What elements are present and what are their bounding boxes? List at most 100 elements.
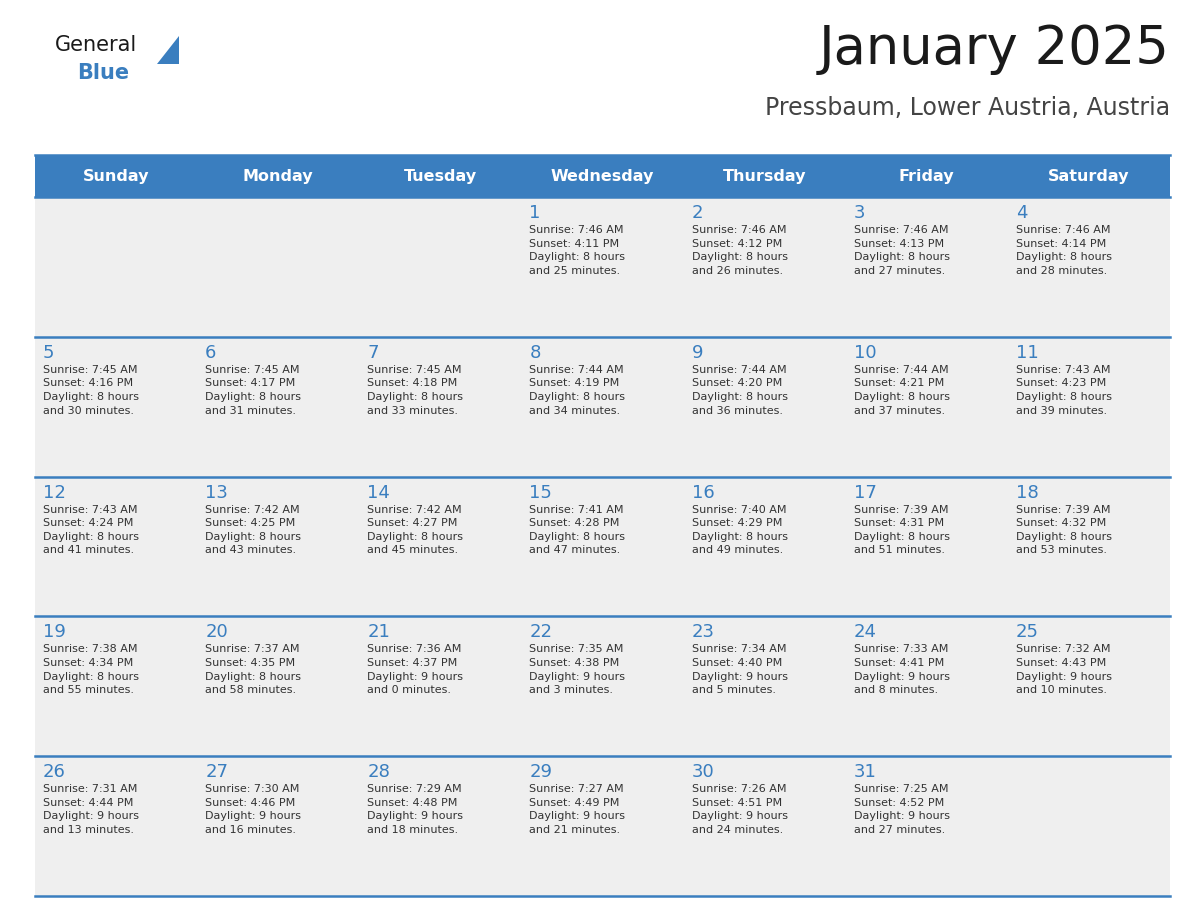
- Text: 23: 23: [691, 623, 714, 642]
- Text: 5: 5: [43, 344, 55, 362]
- Text: Sunrise: 7:46 AM
Sunset: 4:14 PM
Daylight: 8 hours
and 28 minutes.: Sunrise: 7:46 AM Sunset: 4:14 PM Dayligh…: [1016, 225, 1112, 275]
- Text: Sunrise: 7:46 AM
Sunset: 4:11 PM
Daylight: 8 hours
and 25 minutes.: Sunrise: 7:46 AM Sunset: 4:11 PM Dayligh…: [530, 225, 625, 275]
- Text: Saturday: Saturday: [1048, 169, 1130, 184]
- Text: Sunrise: 7:30 AM
Sunset: 4:46 PM
Daylight: 9 hours
and 16 minutes.: Sunrise: 7:30 AM Sunset: 4:46 PM Dayligh…: [206, 784, 301, 835]
- Bar: [846, 756, 1007, 896]
- Text: 27: 27: [206, 763, 228, 781]
- Text: Thursday: Thursday: [722, 169, 807, 184]
- Text: Sunrise: 7:44 AM
Sunset: 4:19 PM
Daylight: 8 hours
and 34 minutes.: Sunrise: 7:44 AM Sunset: 4:19 PM Dayligh…: [530, 364, 625, 416]
- Bar: [34, 155, 197, 197]
- Bar: [846, 476, 1007, 616]
- Bar: [846, 197, 1007, 337]
- Bar: [522, 197, 683, 337]
- Text: Sunrise: 7:27 AM
Sunset: 4:49 PM
Daylight: 9 hours
and 21 minutes.: Sunrise: 7:27 AM Sunset: 4:49 PM Dayligh…: [530, 784, 625, 835]
- Text: Pressbaum, Lower Austria, Austria: Pressbaum, Lower Austria, Austria: [765, 96, 1170, 120]
- Bar: [1007, 616, 1170, 756]
- Bar: [522, 155, 683, 197]
- Text: January 2025: January 2025: [819, 23, 1170, 75]
- Text: 4: 4: [1016, 204, 1028, 222]
- Bar: [197, 476, 359, 616]
- Text: Sunrise: 7:36 AM
Sunset: 4:37 PM
Daylight: 9 hours
and 0 minutes.: Sunrise: 7:36 AM Sunset: 4:37 PM Dayligh…: [367, 644, 463, 695]
- Bar: [683, 197, 846, 337]
- Bar: [197, 155, 359, 197]
- Text: 14: 14: [367, 484, 390, 501]
- Bar: [359, 476, 522, 616]
- Bar: [34, 616, 197, 756]
- Text: 29: 29: [530, 763, 552, 781]
- Bar: [34, 337, 197, 476]
- Text: 17: 17: [854, 484, 877, 501]
- Bar: [197, 337, 359, 476]
- Bar: [683, 476, 846, 616]
- Text: Sunrise: 7:44 AM
Sunset: 4:20 PM
Daylight: 8 hours
and 36 minutes.: Sunrise: 7:44 AM Sunset: 4:20 PM Dayligh…: [691, 364, 788, 416]
- Text: Sunrise: 7:37 AM
Sunset: 4:35 PM
Daylight: 8 hours
and 58 minutes.: Sunrise: 7:37 AM Sunset: 4:35 PM Dayligh…: [206, 644, 301, 695]
- Text: 3: 3: [854, 204, 865, 222]
- Text: 31: 31: [854, 763, 877, 781]
- Bar: [1007, 756, 1170, 896]
- Text: 26: 26: [43, 763, 65, 781]
- Bar: [683, 756, 846, 896]
- Bar: [359, 337, 522, 476]
- Text: 20: 20: [206, 623, 228, 642]
- Text: Tuesday: Tuesday: [404, 169, 476, 184]
- Text: 1: 1: [530, 204, 541, 222]
- Bar: [522, 337, 683, 476]
- Polygon shape: [157, 36, 179, 64]
- Text: Blue: Blue: [77, 63, 129, 83]
- Text: Sunrise: 7:39 AM
Sunset: 4:31 PM
Daylight: 8 hours
and 51 minutes.: Sunrise: 7:39 AM Sunset: 4:31 PM Dayligh…: [854, 505, 949, 555]
- Text: 13: 13: [206, 484, 228, 501]
- Bar: [359, 155, 522, 197]
- Text: Friday: Friday: [899, 169, 955, 184]
- Text: 6: 6: [206, 344, 216, 362]
- Text: Sunrise: 7:33 AM
Sunset: 4:41 PM
Daylight: 9 hours
and 8 minutes.: Sunrise: 7:33 AM Sunset: 4:41 PM Dayligh…: [854, 644, 949, 695]
- Bar: [34, 476, 197, 616]
- Text: 16: 16: [691, 484, 714, 501]
- Bar: [683, 616, 846, 756]
- Text: Sunrise: 7:31 AM
Sunset: 4:44 PM
Daylight: 9 hours
and 13 minutes.: Sunrise: 7:31 AM Sunset: 4:44 PM Dayligh…: [43, 784, 139, 835]
- Text: Sunrise: 7:25 AM
Sunset: 4:52 PM
Daylight: 9 hours
and 27 minutes.: Sunrise: 7:25 AM Sunset: 4:52 PM Dayligh…: [854, 784, 949, 835]
- Text: Sunrise: 7:42 AM
Sunset: 4:27 PM
Daylight: 8 hours
and 45 minutes.: Sunrise: 7:42 AM Sunset: 4:27 PM Dayligh…: [367, 505, 463, 555]
- Text: Sunrise: 7:44 AM
Sunset: 4:21 PM
Daylight: 8 hours
and 37 minutes.: Sunrise: 7:44 AM Sunset: 4:21 PM Dayligh…: [854, 364, 949, 416]
- Bar: [359, 756, 522, 896]
- Text: Sunrise: 7:39 AM
Sunset: 4:32 PM
Daylight: 8 hours
and 53 minutes.: Sunrise: 7:39 AM Sunset: 4:32 PM Dayligh…: [1016, 505, 1112, 555]
- Bar: [522, 476, 683, 616]
- Text: 24: 24: [854, 623, 877, 642]
- Text: 2: 2: [691, 204, 703, 222]
- Bar: [197, 197, 359, 337]
- Text: Sunrise: 7:29 AM
Sunset: 4:48 PM
Daylight: 9 hours
and 18 minutes.: Sunrise: 7:29 AM Sunset: 4:48 PM Dayligh…: [367, 784, 463, 835]
- Text: Wednesday: Wednesday: [551, 169, 655, 184]
- Bar: [846, 616, 1007, 756]
- Text: Sunrise: 7:40 AM
Sunset: 4:29 PM
Daylight: 8 hours
and 49 minutes.: Sunrise: 7:40 AM Sunset: 4:29 PM Dayligh…: [691, 505, 788, 555]
- Text: Sunrise: 7:41 AM
Sunset: 4:28 PM
Daylight: 8 hours
and 47 minutes.: Sunrise: 7:41 AM Sunset: 4:28 PM Dayligh…: [530, 505, 625, 555]
- Text: 15: 15: [530, 484, 552, 501]
- Text: Sunrise: 7:42 AM
Sunset: 4:25 PM
Daylight: 8 hours
and 43 minutes.: Sunrise: 7:42 AM Sunset: 4:25 PM Dayligh…: [206, 505, 301, 555]
- Bar: [359, 197, 522, 337]
- Bar: [846, 337, 1007, 476]
- Text: 19: 19: [43, 623, 65, 642]
- Text: Sunrise: 7:32 AM
Sunset: 4:43 PM
Daylight: 9 hours
and 10 minutes.: Sunrise: 7:32 AM Sunset: 4:43 PM Dayligh…: [1016, 644, 1112, 695]
- Text: Sunrise: 7:26 AM
Sunset: 4:51 PM
Daylight: 9 hours
and 24 minutes.: Sunrise: 7:26 AM Sunset: 4:51 PM Dayligh…: [691, 784, 788, 835]
- Text: 9: 9: [691, 344, 703, 362]
- Text: Sunrise: 7:43 AM
Sunset: 4:24 PM
Daylight: 8 hours
and 41 minutes.: Sunrise: 7:43 AM Sunset: 4:24 PM Dayligh…: [43, 505, 139, 555]
- Text: Sunday: Sunday: [83, 169, 150, 184]
- Bar: [1007, 337, 1170, 476]
- Bar: [683, 337, 846, 476]
- Bar: [522, 616, 683, 756]
- Text: 18: 18: [1016, 484, 1038, 501]
- Bar: [197, 616, 359, 756]
- Bar: [1007, 476, 1170, 616]
- Text: 7: 7: [367, 344, 379, 362]
- Text: 10: 10: [854, 344, 877, 362]
- Text: 30: 30: [691, 763, 714, 781]
- Text: Sunrise: 7:45 AM
Sunset: 4:18 PM
Daylight: 8 hours
and 33 minutes.: Sunrise: 7:45 AM Sunset: 4:18 PM Dayligh…: [367, 364, 463, 416]
- Text: Sunrise: 7:45 AM
Sunset: 4:17 PM
Daylight: 8 hours
and 31 minutes.: Sunrise: 7:45 AM Sunset: 4:17 PM Dayligh…: [206, 364, 301, 416]
- Text: Sunrise: 7:43 AM
Sunset: 4:23 PM
Daylight: 8 hours
and 39 minutes.: Sunrise: 7:43 AM Sunset: 4:23 PM Dayligh…: [1016, 364, 1112, 416]
- Text: Sunrise: 7:34 AM
Sunset: 4:40 PM
Daylight: 9 hours
and 5 minutes.: Sunrise: 7:34 AM Sunset: 4:40 PM Dayligh…: [691, 644, 788, 695]
- Text: 28: 28: [367, 763, 390, 781]
- Bar: [359, 616, 522, 756]
- Bar: [1007, 155, 1170, 197]
- Text: 8: 8: [530, 344, 541, 362]
- Bar: [34, 756, 197, 896]
- Bar: [522, 756, 683, 896]
- Text: 25: 25: [1016, 623, 1038, 642]
